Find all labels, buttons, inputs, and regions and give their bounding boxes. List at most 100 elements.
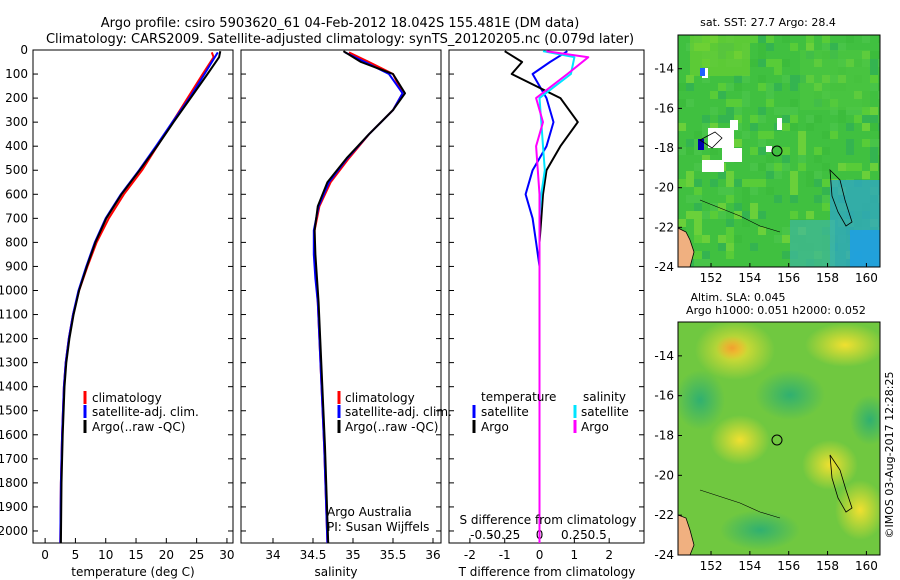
sst-cell (782, 163, 790, 171)
depth-tick-label: 0 (20, 43, 28, 57)
map-y-tick-label: -20 (654, 468, 674, 482)
depth-tick-label: 1200 (0, 332, 28, 346)
sst-cell (702, 131, 710, 139)
sst-cell (758, 139, 766, 147)
sst-cell (694, 187, 702, 195)
sst-cell (718, 187, 726, 195)
sst-cell (782, 123, 790, 131)
sst-cell (678, 99, 686, 107)
temperature-xlabel: temperature (deg C) (71, 565, 194, 579)
sst-cell (742, 99, 750, 107)
sst-cell (782, 155, 790, 163)
sst-cell (694, 147, 702, 155)
sst-cell (742, 211, 750, 219)
depth-axis: 0 100 200 300 400 500 600 700 800 900 1000 1100 1200… (0, 43, 644, 538)
annotation-argo-australia: Argo Australia (327, 505, 412, 519)
s-tick-label: -0.5 (470, 528, 493, 542)
sst-cell (806, 35, 814, 43)
depth-tick-label: 1800 (0, 476, 28, 490)
sst-cell (718, 115, 726, 123)
sst-cell (710, 211, 718, 219)
sst-cell (790, 75, 798, 83)
sst-cell (742, 203, 750, 211)
depth-tick-label: 300 (5, 115, 28, 129)
sst-cell (870, 59, 878, 67)
sst-cell (822, 187, 830, 195)
salinity-xlabel: salinity (314, 565, 357, 579)
sst-cell (870, 123, 878, 131)
sst-cell (870, 115, 878, 123)
sst-cell (726, 243, 734, 251)
sst-cell (774, 171, 782, 179)
sst-cell (878, 131, 880, 139)
sst-cell (830, 123, 838, 131)
sst-cell (862, 171, 870, 179)
x-tick-label: 0 (536, 548, 544, 562)
sst-cell (878, 123, 880, 131)
sst-cell (774, 67, 782, 75)
sst-cell (750, 163, 758, 171)
map-x-tick-label: 160 (855, 559, 878, 573)
sla-map-title-line2: Argo h1000: 0.051 h2000: 0.052 (686, 304, 866, 317)
sla-map (678, 322, 880, 555)
sst-cell (878, 139, 880, 147)
map-x-tick-label: 158 (816, 271, 839, 285)
sst-cell (702, 123, 710, 131)
sst-cell (694, 259, 702, 267)
sst-cell (758, 35, 766, 43)
sla-map-axes: 152 154 156 158 160 -14 -16 -18 -20 -22 -24 (654, 349, 877, 573)
figure-title-line1: Argo profile: csiro 5903620_61 04-Feb-20… (101, 16, 580, 31)
sst-cell (702, 115, 710, 123)
sst-cell (686, 195, 694, 203)
series-climatology (313, 51, 404, 544)
x-tick-label: 34 (265, 548, 280, 562)
sst-cell (758, 43, 766, 51)
sst-cell (726, 115, 734, 123)
map-y-tick-label: -16 (654, 389, 674, 403)
sst-cell (742, 91, 750, 99)
legend-satellite: satellite-adj. clim. (92, 405, 199, 419)
sst-cell (822, 147, 830, 155)
sst-cell (734, 235, 742, 243)
sst-cell (766, 131, 774, 139)
depth-tick-label: 800 (5, 235, 28, 249)
sst-cell (838, 115, 846, 123)
series-satellite-adj-clim- (312, 51, 404, 544)
sst-cell (718, 243, 726, 251)
sst-cell (766, 43, 774, 51)
sst-cell (798, 163, 806, 171)
sst-cell (822, 203, 830, 211)
map-y-tick-label: -18 (654, 141, 674, 155)
sst-cell (718, 235, 726, 243)
sst-cell (750, 243, 758, 251)
sst-cell (694, 219, 702, 227)
sst-cell (822, 131, 830, 139)
sst-cell (870, 163, 878, 171)
sst-cell (686, 211, 694, 219)
sst-cell (702, 259, 710, 267)
sst-cell (726, 83, 734, 91)
depth-tick-label: 2000 (0, 524, 28, 538)
temperature-series (59, 51, 222, 544)
sst-cell (702, 211, 710, 219)
sst-cell (766, 171, 774, 179)
sst-cell (782, 235, 790, 243)
sst-cell (694, 163, 702, 171)
sst-cell (766, 163, 774, 171)
x-tick-label: 30 (219, 548, 234, 562)
sst-cell (758, 163, 766, 171)
salinity-legend: climatology satellite-adj. clim. Argo(..… (327, 391, 452, 534)
sst-cell (790, 187, 798, 195)
sst-cell (798, 147, 806, 155)
sst-cell (734, 83, 742, 91)
sst-map-title: sat. SST: 27.7 Argo: 28.4 (700, 16, 836, 29)
sst-cell (710, 203, 718, 211)
map-y-tick-label: -24 (654, 548, 674, 562)
sst-cell (694, 195, 702, 203)
sst-cell (822, 163, 830, 171)
depth-tick-label: 1700 (0, 452, 28, 466)
sst-cell (878, 163, 880, 171)
sst-cell (870, 139, 878, 147)
sst-cell (766, 99, 774, 107)
